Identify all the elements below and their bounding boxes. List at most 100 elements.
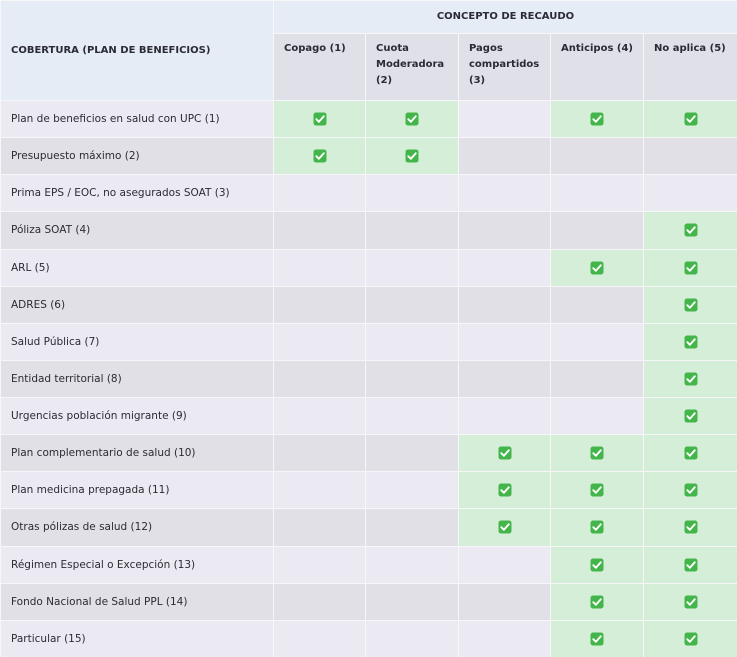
table-row: ADRES (6): [0, 285, 737, 324]
table-cell: [550, 508, 644, 547]
table-cell: [458, 619, 551, 657]
table-row: Régimen Especial o Excepción (13): [0, 545, 737, 584]
table-cell: [458, 137, 551, 176]
table-cell: [273, 434, 366, 473]
table-cell: [643, 359, 737, 399]
row-label: Particular (15): [0, 619, 274, 657]
column-header: Copago (1): [273, 33, 366, 101]
table-cell: [458, 471, 551, 510]
check-icon: [590, 483, 604, 497]
table-cell: [643, 471, 737, 510]
table-cell: [643, 508, 737, 547]
table-cell: [550, 396, 644, 436]
table-cell: [550, 545, 644, 584]
table-cell: [365, 619, 459, 657]
check-icon: [684, 483, 697, 497]
table-cell: [550, 211, 644, 250]
table-row: Entidad territorial (8): [0, 359, 737, 399]
table-cell: [273, 359, 366, 399]
table-cell: [550, 285, 644, 324]
row-header: COBERTURA (PLAN DE BENEFICIOS): [0, 0, 274, 101]
table-cell: [365, 285, 459, 324]
table-cell: [365, 359, 459, 399]
column-header: No aplica (5): [643, 33, 737, 101]
table-row: Fondo Nacional de Salud PPL (14): [0, 582, 737, 621]
check-icon: [684, 446, 697, 460]
check-icon: [684, 372, 697, 386]
table-cell: [365, 211, 459, 250]
check-icon: [684, 298, 697, 312]
table-cell: [273, 471, 366, 510]
group-header: CONCEPTO DE RECAUDO: [273, 0, 737, 34]
row-label: Plan medicina prepagada (11): [0, 471, 274, 510]
table-cell: [550, 359, 644, 399]
check-icon: [684, 223, 697, 237]
table-cell: [365, 545, 459, 584]
table-cell: [643, 248, 737, 287]
table-cell: [550, 174, 644, 213]
table-row: Presupuesto máximo (2): [0, 137, 737, 176]
table-cell: [273, 137, 366, 176]
table-row: Salud Pública (7): [0, 322, 737, 361]
table-cell: [643, 545, 737, 584]
table-row: Particular (15): [0, 619, 737, 657]
row-label: Entidad territorial (8): [0, 359, 274, 399]
row-label: Presupuesto máximo (2): [0, 137, 274, 176]
table-cell: [550, 619, 644, 657]
check-icon: [405, 149, 419, 163]
table-cell: [643, 99, 737, 139]
table-row: Póliza SOAT (4): [0, 211, 737, 250]
table-cell: [458, 174, 551, 213]
check-icon: [590, 112, 604, 126]
table-cell: [643, 322, 737, 361]
table-cell: [458, 396, 551, 436]
check-icon: [590, 632, 604, 646]
table-cell: [458, 322, 551, 361]
check-icon: [684, 261, 697, 275]
table-row: Prima EPS / EOC, no asegurados SOAT (3): [0, 174, 737, 213]
table-cell: [273, 545, 366, 584]
check-icon: [684, 409, 697, 423]
table-cell: [365, 471, 459, 510]
table-cell: [458, 434, 551, 473]
table-cell: [458, 285, 551, 324]
table-row: Plan complementario de salud (10): [0, 434, 737, 473]
table-cell: [458, 211, 551, 250]
check-icon: [684, 595, 697, 609]
table-body: Plan de beneficios en salud con UPC (1) P…: [0, 99, 737, 657]
table-cell: [643, 137, 737, 176]
table-row: Plan de beneficios en salud con UPC (1): [0, 99, 737, 139]
check-icon: [590, 261, 604, 275]
table-cell: [458, 582, 551, 621]
table-cell: [365, 248, 459, 287]
row-label: Fondo Nacional de Salud PPL (14): [0, 582, 274, 621]
check-icon: [313, 149, 326, 163]
row-label: Urgencias población migrante (9): [0, 396, 274, 436]
table-cell: [365, 434, 459, 473]
table-cell: [643, 285, 737, 324]
table-cell: [643, 619, 737, 657]
table-cell: [550, 434, 644, 473]
check-icon: [405, 112, 419, 126]
table-cell: [643, 582, 737, 621]
check-icon: [684, 520, 697, 534]
check-icon: [498, 446, 511, 460]
check-icon: [590, 446, 604, 460]
check-icon: [590, 558, 604, 572]
table-cell: [365, 137, 459, 176]
table-cell: [273, 285, 366, 324]
table-cell: [273, 508, 366, 547]
table-row: ARL (5): [0, 248, 737, 287]
row-label: Prima EPS / EOC, no asegurados SOAT (3): [0, 174, 274, 213]
table-cell: [643, 396, 737, 436]
table-cell: [365, 396, 459, 436]
check-icon: [684, 558, 697, 572]
table-cell: [550, 137, 644, 176]
table-cell: [365, 582, 459, 621]
table-cell: [273, 211, 366, 250]
table-cell: [273, 582, 366, 621]
table-row: Urgencias población migrante (9): [0, 396, 737, 436]
table-cell: [458, 359, 551, 399]
check-icon: [313, 112, 326, 126]
